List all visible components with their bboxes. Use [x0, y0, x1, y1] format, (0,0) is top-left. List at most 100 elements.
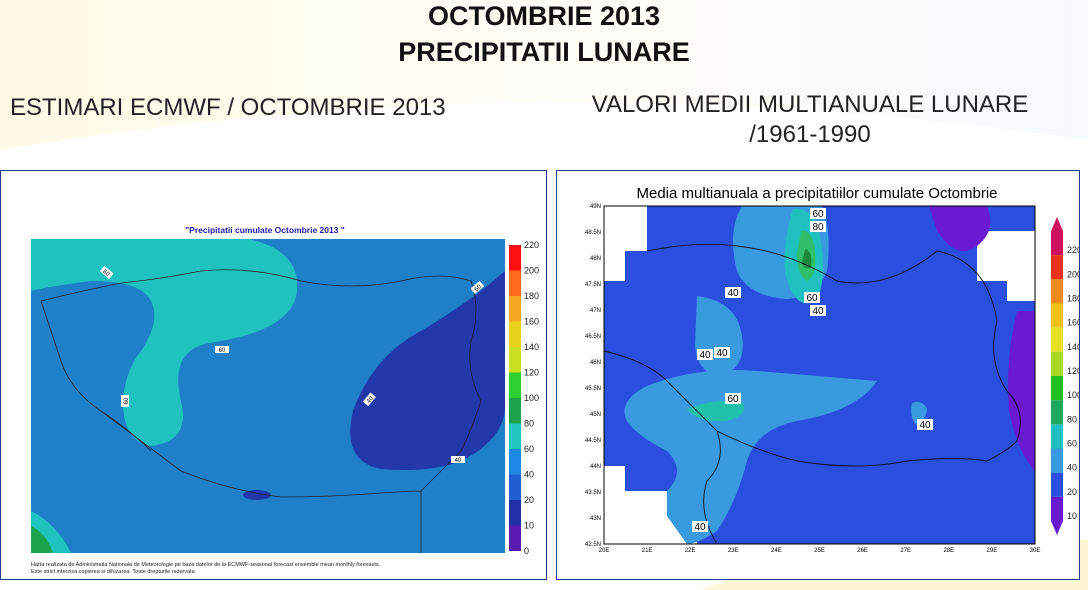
contour-label-bg — [810, 305, 826, 316]
climatology-map-title: Media multianuala a precipitatiilor cumu… — [637, 185, 998, 202]
lon-label: 21E — [642, 548, 653, 554]
lat-label: 44.5N — [585, 438, 601, 444]
colorbar-tick: 200 — [1067, 269, 1079, 279]
clim-contour-labels: 60 80 60 40 40 40 40 60 40 40 — [692, 208, 933, 533]
contour-label: 80 — [812, 222, 824, 233]
ecmwf-footnote-line1: Harta realizata de Administratia Nationa… — [31, 562, 381, 568]
lat-label: 47.5N — [585, 282, 601, 288]
ecmwf-contour-labels: 60 60 60 60 40 40 — [99, 265, 485, 464]
contour-label: 60 — [124, 397, 130, 404]
lat-label: 42.5N — [585, 542, 601, 548]
clim-zone-40-south — [624, 370, 877, 544]
colorbar-swatch — [509, 423, 521, 449]
lat-label: 45.5N — [585, 386, 601, 392]
climatology-map: Media multianuala a precipitatiilor cumu… — [585, 185, 1082, 554]
lat-label: 46N — [590, 360, 601, 366]
lon-label: 22E — [685, 548, 696, 554]
clim-zone-60-south — [687, 401, 745, 422]
clim-country-borders — [603, 243, 1021, 545]
lon-label: 30E — [1030, 548, 1041, 554]
right-heading-line1: VALORI MEDII MULTIANUALE LUNARE — [591, 91, 1029, 118]
colorbar-tick: 60 — [524, 444, 534, 454]
contour-label: 60 — [806, 293, 818, 304]
colorbar-swatch — [1051, 351, 1063, 376]
colorbar-swatch — [509, 245, 521, 271]
contour-label-bg — [362, 392, 376, 407]
ecmwf-zone-40 — [350, 271, 505, 470]
colorbar-swatch — [509, 500, 521, 526]
colorbar-swatch — [1051, 376, 1063, 401]
colorbar-swatch — [1051, 400, 1063, 425]
contour-label: 60 — [474, 284, 483, 293]
contour-label-bg — [917, 419, 933, 430]
colorbar-swatch — [1051, 255, 1063, 280]
lat-label: 43N — [590, 516, 601, 522]
colorbar-tick: 20 — [1067, 487, 1077, 497]
contour-label-bg — [714, 347, 730, 358]
ecmwf-footnote-line2: Este strict interzisa copierea si difuza… — [31, 569, 197, 575]
colorbar-swatch — [1051, 472, 1063, 497]
contour-label-bg — [810, 221, 826, 232]
ecmwf-zone-60 — [31, 239, 298, 446]
colorbar-swatch — [509, 525, 521, 551]
ecmwf-forecast-panel: "Precipitatii cumulate Octombrie 2013 " … — [0, 170, 547, 580]
clim-lon-labels: 20E 21E 22E 23E 24E 25E 26E 27E 28E 29E 30E — [599, 548, 1041, 554]
contour-label: 60 — [812, 209, 824, 220]
colorbar-swatch — [509, 321, 521, 347]
colorbar-swatch — [509, 449, 521, 475]
colorbar-swatch — [509, 270, 521, 296]
colorbar-swatch — [1051, 424, 1063, 449]
ecmwf-forecast-map: "Precipitatii cumulate Octombrie 2013 " … — [31, 225, 539, 556]
colorbar-swatch — [509, 372, 521, 398]
colorbar-tick: 10 — [524, 521, 534, 531]
contour-label-bg — [470, 280, 485, 294]
clim-zone-purple-east — [1008, 311, 1035, 471]
colorbar-swatch — [1051, 279, 1063, 304]
lon-label: 29E — [987, 548, 998, 554]
colorbar-tick: 220 — [1067, 245, 1079, 255]
colorbar-tick: 10 — [1067, 511, 1077, 521]
lat-label: 44N — [590, 464, 601, 470]
contour-label-bg — [725, 287, 741, 298]
colorbar-tick: 180 — [524, 291, 539, 301]
colorbar-swatch — [1051, 303, 1063, 328]
colorbar-arrow-top — [1051, 217, 1063, 231]
lon-label: 27E — [900, 548, 911, 554]
ecmwf-zone-100 — [31, 526, 53, 553]
colorbar-swatch — [1051, 231, 1063, 256]
contour-label-bg — [451, 456, 465, 463]
colorbar-tick: 160 — [524, 317, 539, 327]
colorbar-swatch — [509, 296, 521, 322]
contour-label: 40 — [699, 350, 711, 361]
colorbar-tick: 60 — [1067, 439, 1077, 449]
clim-colorbar: 220 200 180 160 140 120 100 80 60 40 20 10 — [1051, 217, 1082, 535]
colorbar-tick: 40 — [524, 470, 534, 480]
lon-label: 28E — [943, 548, 954, 554]
right-heading-line2: /1961-1990 — [749, 121, 871, 148]
colorbar-tick: 100 — [524, 393, 539, 403]
colorbar-tick: 0 — [524, 546, 529, 556]
colorbar-swatch — [509, 398, 521, 424]
clim-lat-labels: 49N 48.5N 48N 47.5N 47N 46.5N 46N 45.5N 45N 44.5N… — [585, 204, 601, 548]
colorbar-tick: 140 — [524, 342, 539, 352]
map-mask — [977, 231, 1035, 301]
colorbar-swatch — [1051, 327, 1063, 352]
colorbar-tick: 220 — [524, 240, 539, 250]
ecmwf-map-title: "Precipitatii cumulate Octombrie 2013 " — [185, 225, 345, 235]
lon-label: 20E — [599, 548, 610, 554]
colorbar-tick: 140 — [1067, 342, 1079, 352]
clim-zone-100 — [802, 249, 812, 269]
contour-label: 40 — [919, 420, 931, 431]
colorbar-tick: 120 — [524, 368, 539, 378]
page-title-line2: PRECIPITATII LUNARE — [398, 37, 690, 67]
colorbar-tick: 20 — [524, 495, 534, 505]
ecmwf-country-borders — [40, 269, 482, 553]
ecmwf-footnote: Harta realizata de Administratia Nationa… — [31, 562, 541, 576]
contour-label: 40 — [455, 458, 462, 464]
lon-label: 24E — [771, 548, 782, 554]
left-section-heading: ESTIMARI ECMWF / OCTOMBRIE 2013 — [10, 94, 446, 121]
lat-label: 45N — [590, 412, 601, 418]
map-mask — [604, 206, 647, 281]
map-frame — [603, 205, 1036, 545]
